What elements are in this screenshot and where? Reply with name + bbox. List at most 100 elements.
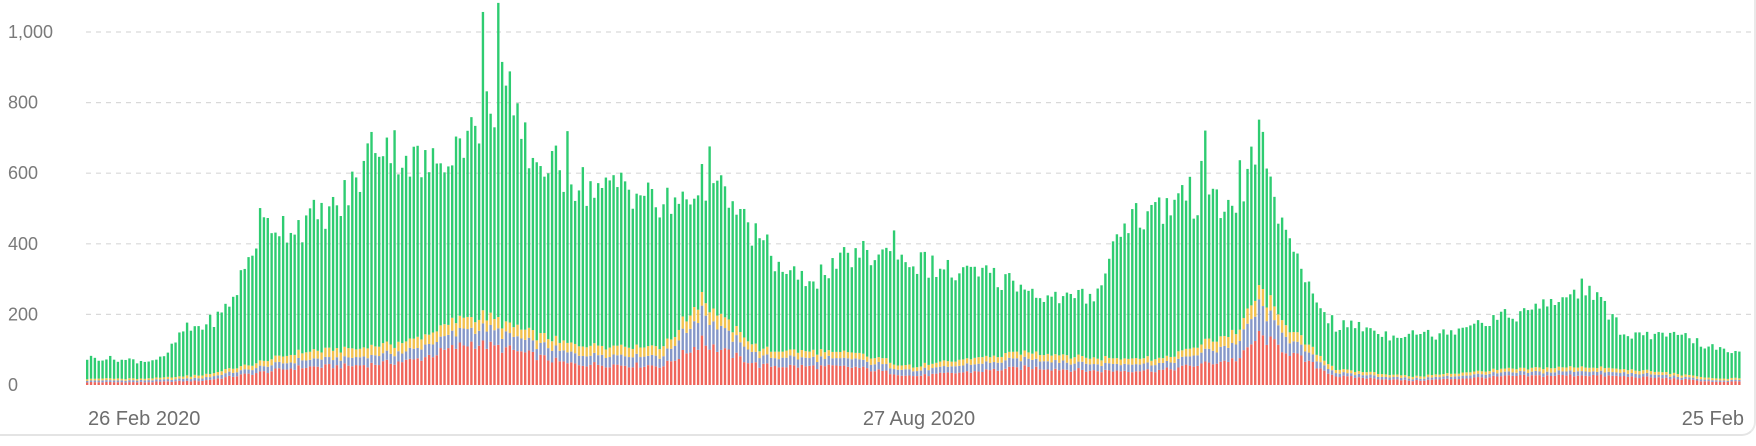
bar-green-91	[435, 163, 439, 332]
bar-red-319	[1311, 362, 1315, 385]
bar-red-374	[1522, 374, 1526, 385]
bar-yellow-378	[1538, 367, 1541, 372]
bar-red-410	[1661, 378, 1664, 385]
bar-blue-210	[892, 369, 896, 375]
bar-blue-378	[1538, 371, 1541, 376]
bar-red-152	[670, 361, 673, 385]
bar-green-359	[1465, 327, 1468, 373]
bar-green-47	[266, 218, 269, 362]
bar-red-132	[593, 362, 596, 385]
bar-yellow-284	[1177, 351, 1180, 359]
bar-red-7	[112, 382, 116, 385]
bar-green-11	[128, 358, 131, 379]
bar-green-364	[1484, 326, 1487, 372]
bar-green-407	[1649, 339, 1653, 372]
bar-green-265	[1104, 273, 1107, 357]
bar-yellow-180	[777, 351, 780, 360]
bar-blue-349	[1426, 377, 1430, 380]
bar-yellow-361	[1473, 371, 1476, 375]
bar-blue-260	[1084, 363, 1088, 372]
bar-yellow-272	[1131, 358, 1134, 365]
bar-green-28	[193, 326, 196, 375]
bar-green-419	[1695, 338, 1699, 377]
bar-green-385	[1565, 297, 1568, 368]
bar-yellow-31	[205, 373, 208, 378]
bar-yellow-98	[462, 317, 465, 329]
bar-yellow-154	[677, 329, 681, 341]
bar-green-59	[312, 199, 316, 350]
bar-green-383	[1557, 302, 1560, 367]
bar-red-304	[1254, 341, 1257, 385]
bar-blue-205	[873, 364, 877, 372]
bar-green-292	[1207, 194, 1211, 339]
bar-red-57	[305, 367, 308, 385]
bar-yellow-174	[754, 343, 757, 352]
bar-yellow-29	[197, 375, 200, 379]
bar-red-417	[1688, 379, 1691, 385]
bar-blue-167	[727, 330, 731, 350]
bar-blue-194	[831, 358, 834, 366]
bar-yellow-3	[97, 378, 100, 381]
bar-yellow-196	[839, 352, 842, 359]
y-tick-label-400: 400	[8, 234, 38, 254]
bar-green-369	[1503, 309, 1507, 369]
bar-green-228	[962, 267, 965, 360]
bar-green-31	[205, 324, 208, 374]
bar-red-13	[135, 382, 139, 385]
bar-red-263	[1096, 371, 1099, 385]
bar-blue-103	[481, 323, 485, 341]
bar-yellow-211	[896, 365, 900, 370]
bar-yellow-190	[816, 354, 819, 363]
bar-blue-120	[547, 348, 550, 361]
bar-blue-350	[1430, 377, 1434, 380]
bar-blue-139	[620, 354, 623, 366]
bar-yellow-199	[850, 352, 853, 360]
bar-blue-161	[704, 315, 707, 346]
bar-green-365	[1488, 326, 1491, 372]
bar-yellow-321	[1319, 355, 1322, 363]
bar-red-416	[1684, 378, 1687, 385]
bar-red-79	[389, 363, 392, 385]
bar-red-345	[1411, 381, 1414, 385]
bar-red-176	[762, 363, 765, 385]
bar-blue-368	[1499, 372, 1503, 377]
bar-green-252	[1054, 291, 1057, 355]
bar-blue-317	[1303, 351, 1307, 362]
bar-blue-108	[500, 338, 504, 353]
bar-red-429	[1734, 381, 1737, 385]
bar-red-138	[616, 364, 619, 385]
bar-red-112	[516, 351, 519, 385]
bar-green-7	[112, 359, 116, 379]
bar-green-429	[1734, 350, 1737, 378]
bar-red-373	[1519, 375, 1522, 385]
bar-yellow-12	[132, 378, 135, 381]
bar-blue-31	[205, 377, 208, 381]
bar-green-123	[558, 170, 561, 343]
bar-red-24	[178, 380, 181, 385]
bar-red-63	[328, 364, 331, 385]
bar-blue-166	[723, 328, 727, 349]
bar-green-13	[135, 363, 139, 380]
bar-green-278	[1154, 202, 1157, 360]
bar-red-42	[247, 373, 250, 385]
bar-green-39	[235, 295, 239, 369]
bar-green-422	[1707, 346, 1710, 378]
bar-red-422	[1707, 381, 1710, 385]
bar-blue-351	[1434, 376, 1437, 380]
bar-green-360	[1469, 325, 1472, 373]
bar-yellow-278	[1154, 359, 1157, 366]
bar-red-277	[1150, 371, 1153, 385]
bar-yellow-326	[1338, 369, 1341, 374]
bar-green-217	[919, 252, 923, 367]
bar-green-66	[339, 216, 342, 353]
bar-blue-413	[1672, 375, 1676, 379]
bar-blue-131	[589, 355, 592, 365]
bar-yellow-299	[1234, 334, 1238, 345]
bar-red-206	[877, 369, 880, 385]
bar-red-14	[139, 381, 143, 385]
bar-blue-271	[1127, 364, 1130, 372]
bar-blue-124	[562, 350, 565, 362]
bar-blue-262	[1092, 364, 1096, 371]
bar-yellow-135	[604, 349, 608, 358]
bar-blue-176	[762, 355, 765, 364]
